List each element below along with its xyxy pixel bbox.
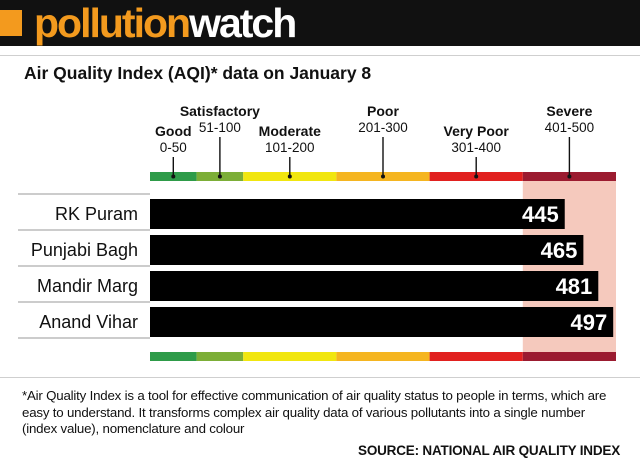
- bar-1: [150, 235, 584, 265]
- band-range-4: 301-400: [451, 140, 501, 155]
- band-name-2: Moderate: [259, 123, 321, 139]
- category-label-1: Punjabi Bagh: [31, 240, 138, 260]
- band-range-3: 201-300: [358, 120, 408, 135]
- band-name-4: Very Poor: [444, 123, 510, 139]
- band-strip-bottom-3: [336, 352, 430, 361]
- category-label-2: Mandir Marg: [37, 276, 138, 296]
- band-strip-bottom-0: [150, 352, 197, 361]
- value-label-0: 445: [522, 202, 559, 227]
- source-credit: SOURCE: NATIONAL AIR QUALITY INDEX: [358, 443, 620, 458]
- band-range-0: 0-50: [160, 140, 187, 155]
- top-divider: [0, 55, 640, 56]
- bar-3: [150, 307, 614, 337]
- band-strip-bottom-1: [196, 352, 244, 361]
- brand-part-2: watch: [189, 0, 297, 46]
- value-label-1: 465: [541, 238, 578, 263]
- header-banner: pollutionwatch: [0, 0, 640, 46]
- category-label-3: Anand Vihar: [39, 312, 138, 332]
- band-name-3: Poor: [367, 103, 399, 119]
- band-range-1: 51-100: [199, 120, 241, 135]
- band-strip-bottom-4: [429, 352, 523, 361]
- band-name-0: Good: [155, 123, 192, 139]
- chart-title: Air Quality Index (AQI)* data on January…: [24, 63, 372, 83]
- bottom-divider: [0, 377, 640, 378]
- band-range-5: 401-500: [545, 120, 595, 135]
- value-label-2: 481: [556, 274, 593, 299]
- band-strip-bottom-5: [522, 352, 616, 361]
- bar-2: [150, 271, 599, 301]
- band-name-1: Satisfactory: [180, 103, 260, 119]
- category-label-0: RK Puram: [55, 204, 138, 224]
- band-tick-dot-4: [474, 174, 479, 179]
- brand-part-1: pollution: [34, 0, 191, 46]
- band-tick-dot-3: [381, 174, 385, 179]
- band-tick-dot-5: [567, 174, 572, 179]
- band-range-2: 101-200: [265, 140, 315, 155]
- band-tick-dot-1: [217, 174, 222, 179]
- band-tick-dot-2: [287, 174, 292, 179]
- bar-0: [150, 199, 565, 229]
- band-tick-dot-0: [171, 174, 176, 179]
- value-label-3: 497: [570, 310, 607, 335]
- header-accent: [0, 10, 22, 36]
- footnote: *Air Quality Index is a tool for effecti…: [22, 388, 607, 436]
- brand-logo: pollutionwatch: [34, 0, 297, 46]
- band-name-5: Severe: [546, 103, 592, 119]
- band-strip-bottom-2: [243, 352, 337, 361]
